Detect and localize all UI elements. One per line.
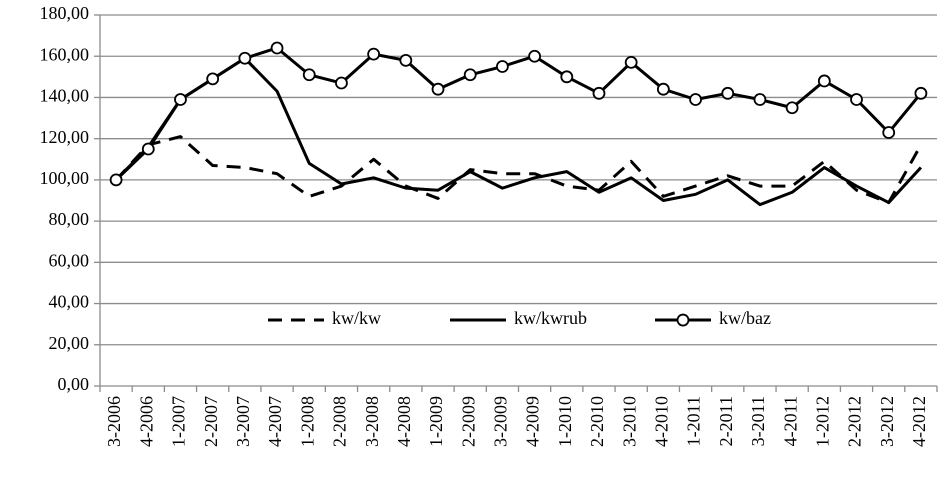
x-tick-label: 1-2009: [426, 396, 446, 447]
x-tick-label: 4-2008: [394, 396, 414, 447]
series-marker: [270, 41, 284, 55]
x-tick-label: 3-2012: [877, 396, 897, 447]
x-tick-label: 4-2011: [780, 396, 800, 446]
x-tick-label: 2-2007: [201, 396, 221, 447]
series-marker: [753, 93, 767, 106]
x-tick-label: 3-2010: [619, 396, 639, 447]
y-tick-label: 180,00: [40, 3, 90, 23]
series-marker: [302, 68, 316, 82]
series-marker: [560, 70, 574, 84]
series-marker: [528, 49, 541, 63]
x-tick-label: 4-2009: [523, 396, 543, 447]
series-marker: [689, 93, 702, 106]
legend-marker: [676, 313, 690, 327]
series-line: [115, 56, 923, 207]
x-tick-label: 3-2011: [748, 396, 768, 446]
series-marker: [882, 126, 896, 139]
series-marker: [399, 53, 413, 67]
series-marker: [721, 86, 735, 100]
x-tick-label: 2-2010: [587, 396, 607, 447]
x-tick-label: 1-2012: [812, 396, 832, 447]
series-marker: [109, 173, 123, 187]
series-marker: [335, 76, 348, 90]
y-tick-label: 40,00: [49, 292, 90, 312]
y-tick-label: 140,00: [40, 86, 90, 106]
series-marker: [592, 86, 606, 100]
x-tick-label: 3-2007: [233, 396, 253, 447]
series-marker: [785, 101, 799, 115]
x-tick-label: 1-2007: [169, 396, 189, 447]
x-tick-label: 3-2008: [362, 396, 382, 447]
series-line: [114, 135, 923, 205]
series-marker: [174, 93, 187, 106]
y-tick-label: 20,00: [49, 333, 90, 353]
y-tick-label: 120,00: [40, 127, 90, 147]
x-tick-label: 1-2008: [297, 396, 317, 447]
legend-label: kw/kw: [332, 308, 381, 328]
x-tick-label: 4-2012: [909, 396, 929, 447]
x-tick-label: 4-2007: [265, 396, 285, 447]
legend-label: kw/baz: [719, 308, 771, 328]
series-marker: [817, 74, 831, 88]
series-marker: [238, 51, 252, 65]
x-tick-label: 3-2006: [104, 396, 124, 447]
x-tick-label: 3-2009: [491, 396, 511, 447]
series-marker: [141, 142, 155, 156]
y-tick-label: 60,00: [49, 250, 90, 270]
series-marker: [656, 82, 670, 96]
legend-label: kw/kwrub: [514, 308, 587, 328]
series-line: [115, 46, 923, 181]
x-tick-label: 2-2011: [716, 396, 736, 446]
x-tick-label: 2-2008: [330, 396, 350, 447]
series-marker: [496, 60, 509, 73]
series-marker: [206, 72, 220, 86]
series-marker: [367, 47, 381, 61]
y-tick-label: 80,00: [49, 209, 90, 229]
series-marker: [850, 93, 863, 106]
y-tick-label: 160,00: [40, 44, 90, 64]
x-tick-label: 2-2012: [845, 396, 865, 447]
x-tick-label: 4-2006: [136, 396, 156, 447]
series-marker: [914, 86, 928, 100]
x-tick-label: 1-2011: [684, 396, 704, 446]
y-tick-label: 0,00: [58, 374, 90, 394]
x-tick-label: 4-2010: [651, 396, 671, 447]
x-tick-label: 1-2010: [555, 396, 575, 447]
series-marker: [431, 82, 445, 96]
y-tick-label: 100,00: [40, 168, 90, 188]
x-tick-label: 2-2009: [458, 396, 478, 447]
series-marker: [463, 68, 477, 82]
series-marker: [624, 56, 638, 69]
